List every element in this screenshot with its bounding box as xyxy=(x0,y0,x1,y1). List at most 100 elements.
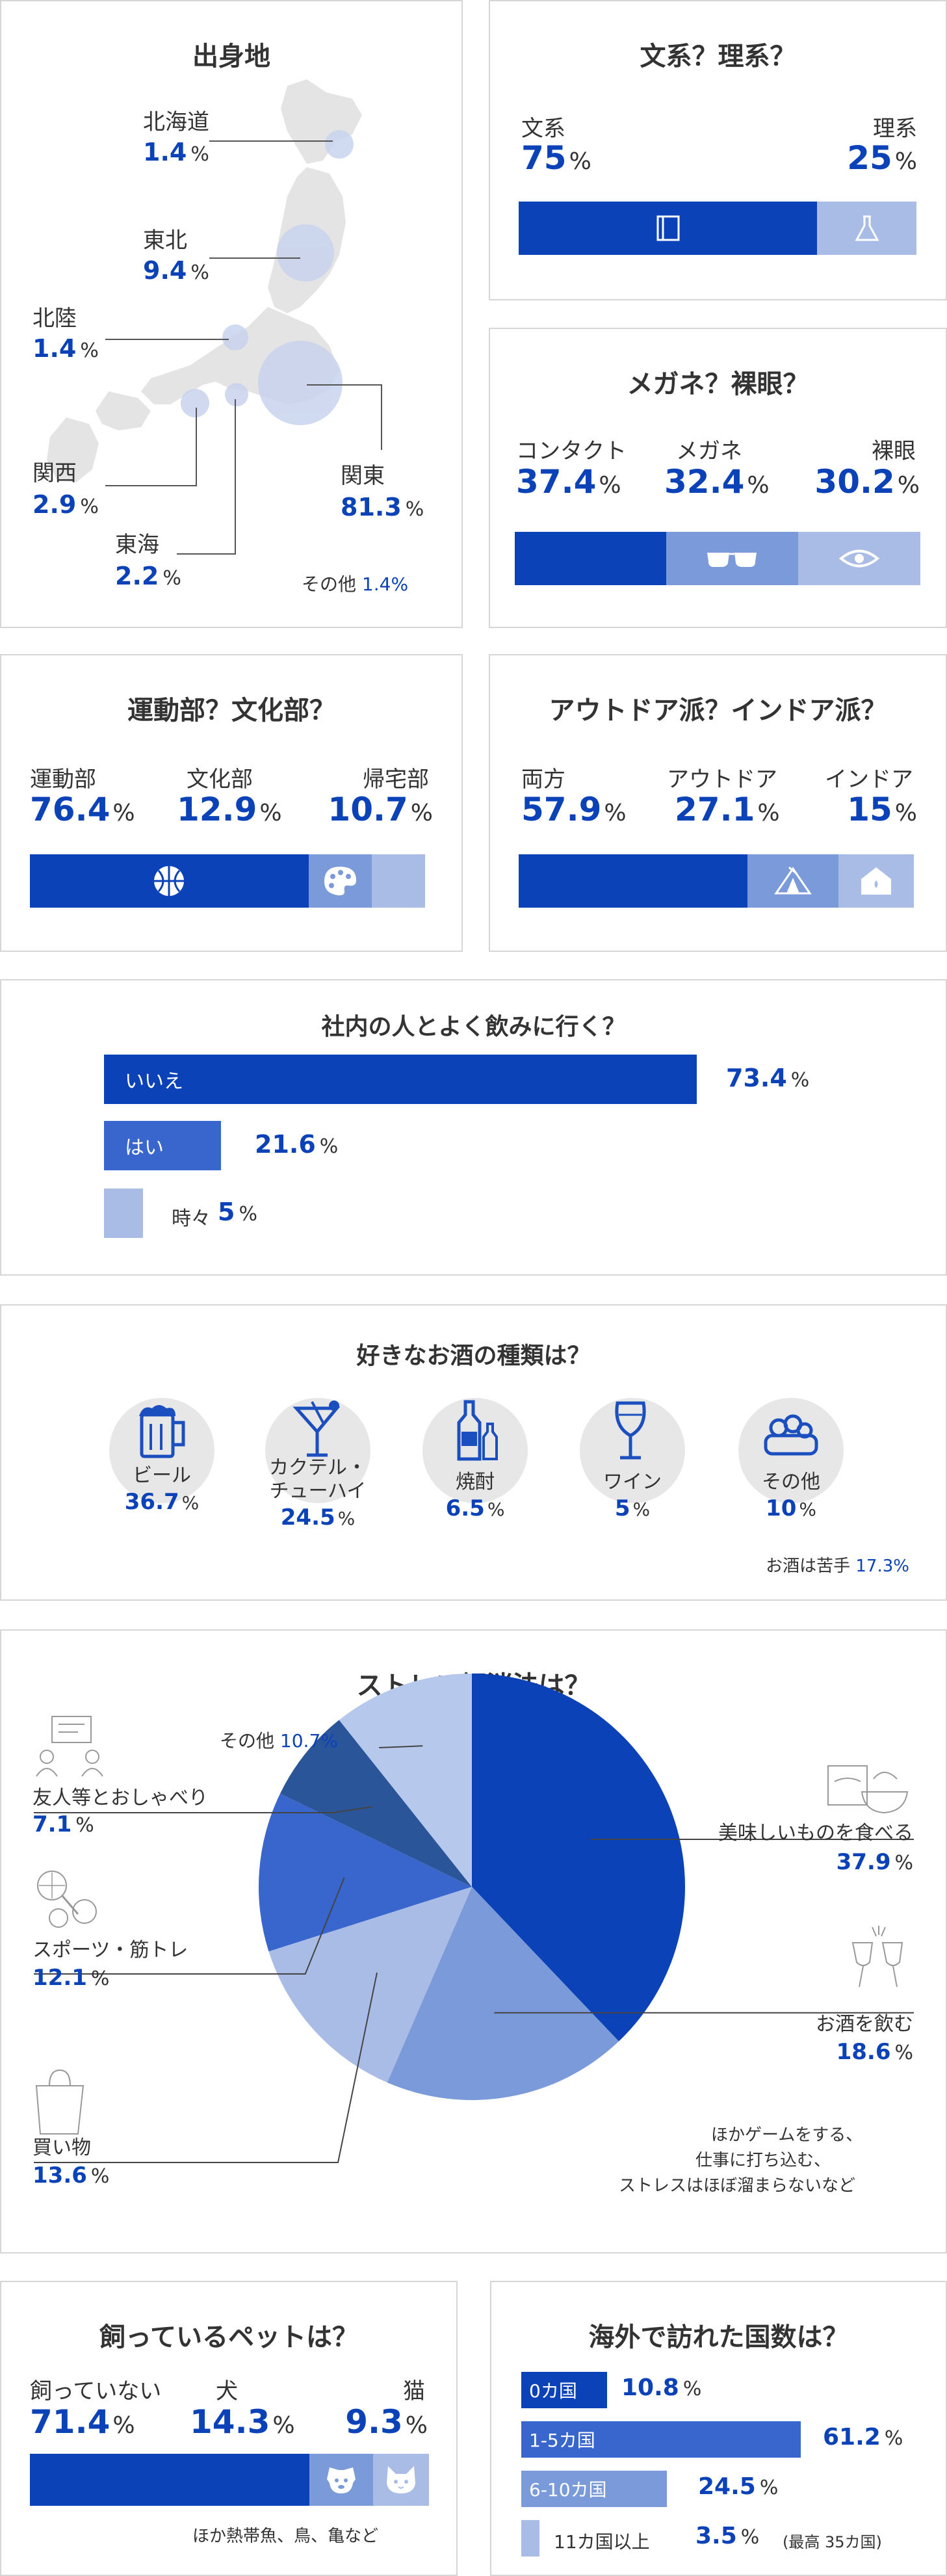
pet-title: 飼っているペットは？ xyxy=(99,2322,358,2352)
origin-title: 出身地 xyxy=(192,42,270,72)
travel-value-6-10: 24.5% xyxy=(698,2473,779,2500)
drink-bar-no: いいえ xyxy=(104,1055,697,1104)
origin-value-tokai: 2.2% xyxy=(115,562,181,590)
outdoor-card: アウトドア派？インドア派？ 両方 57.9% アウトドア 27.1% インドア … xyxy=(489,654,947,952)
travel-bar-1-5: 1-5カ国 xyxy=(521,2421,801,2458)
origin-card: 出身地 北海道 1.4% 東北 9.4% 北陸 1.4% 関西 xyxy=(0,0,463,628)
travel-bar-6-10-label: 6-10カ国 xyxy=(529,2479,607,2501)
club-bar xyxy=(30,854,425,908)
glasses-value-megane: 32.4% xyxy=(664,463,770,501)
outdoor-title: アウトドア派？インドア派？ xyxy=(549,696,887,726)
stress-note-3: ストレスはほぼ溜まらないなど xyxy=(619,2176,856,2196)
stress-value-alcohol: 18.6% xyxy=(836,2039,913,2065)
bottle-icon xyxy=(457,1400,498,1461)
bunri-seg-bunkei xyxy=(519,202,817,255)
glasses-card: メガネ？裸眼？ コンタクト 37.4% メガネ 32.4% 裸眼 30.2% xyxy=(489,328,947,628)
cocktail-icon xyxy=(292,1400,341,1457)
drink-bar-no-label: いいえ xyxy=(125,1070,183,1093)
drink-value-sometimes: 5% xyxy=(218,1198,257,1226)
origin-label-kanto: 関東 xyxy=(341,463,385,489)
travel-bar-6-10: 6-10カ国 xyxy=(521,2471,667,2507)
outdoor-label-indoor: インドア xyxy=(825,767,913,793)
glasses-seg-contact xyxy=(515,532,667,585)
pie-slice-food xyxy=(472,1674,685,2042)
stress-label-food: 美味しいものを食べる xyxy=(718,1822,913,1845)
drink-bar-sometimes xyxy=(104,1189,143,1238)
travel-value-11plus: 3.5% xyxy=(695,2523,760,2549)
bunri-left-label: 文系 xyxy=(521,116,565,142)
pet-note: ほか熱帯魚、鳥、亀など xyxy=(192,2527,379,2546)
club-value-culture: 12.9% xyxy=(177,791,282,828)
origin-value-kansai: 2.9% xyxy=(32,490,99,519)
alcohol-label-wine: ワイン xyxy=(603,1471,662,1493)
club-label-culture: 文化部 xyxy=(187,767,253,793)
origin-label-hokuriku: 北陸 xyxy=(32,306,77,332)
alcohol-label-cocktail: カクテル・ チューハイ xyxy=(269,1456,367,1503)
shopping-bag-icon xyxy=(35,2069,84,2135)
bunri-bar xyxy=(519,202,916,255)
pet-seg-dog xyxy=(309,2454,374,2506)
travel-value-0: 10.8% xyxy=(621,2374,702,2401)
alcohol-label-shochu: 焼酎 xyxy=(456,1471,495,1493)
basketball-icon xyxy=(154,866,185,896)
outdoor-value-both: 57.9% xyxy=(521,791,627,828)
drink-card: 社内の人とよく飲みに行く？ いいえ 73.4% はい 21.6% 時々 5% xyxy=(0,979,947,1276)
eye-icon xyxy=(838,549,879,568)
travel-bar-0-label: 0カ国 xyxy=(529,2380,577,2402)
stress-note-2: 仕事に打ち込む、 xyxy=(695,2151,831,2170)
drink-label-sometimes: 時々 xyxy=(172,1207,211,1230)
sports-icon xyxy=(37,1871,97,1928)
food-icon xyxy=(827,1765,909,1814)
outdoor-seg-indoor xyxy=(838,854,914,908)
bunri-seg-rikei xyxy=(817,202,916,255)
glasses-seg-ragan xyxy=(798,532,920,585)
club-card: 運動部？文化部？ 運動部 76.4% 文化部 12.9% 帰宅部 10.7% xyxy=(0,654,463,952)
travel-title: 海外で訪れた国数は？ xyxy=(588,2322,849,2352)
drink-value-yes: 21.6% xyxy=(255,1130,339,1159)
glasses-bar xyxy=(515,532,920,585)
travel-label-11plus: 11カ国以上 xyxy=(554,2531,650,2553)
origin-value-hokuriku: 1.4% xyxy=(32,334,99,363)
travel-card: 海外で訪れた国数は？ 0カ国 10.8% 1-5カ国 61.2% 6-10カ国 … xyxy=(490,2281,947,2576)
origin-other: その他 1.4% xyxy=(302,573,409,595)
travel-note: (最高 35カ国) xyxy=(783,2533,882,2551)
club-title: 運動部？文化部？ xyxy=(127,696,335,726)
alcohol-label-other: その他 xyxy=(762,1471,820,1493)
drink-bar-yes-label: はい xyxy=(125,1137,164,1159)
outdoor-seg-both xyxy=(519,854,748,908)
club-label-sports: 運動部 xyxy=(30,767,96,793)
cat-icon xyxy=(387,2466,415,2493)
glasses-icon xyxy=(707,553,757,567)
outdoor-value-outdoor: 27.1% xyxy=(675,791,780,828)
stress-value-sports: 12.1% xyxy=(32,1965,110,1991)
pet-label-cat: 猫 xyxy=(403,2378,425,2404)
bunri-card: 文系？理系？ 文系 75% 理系 25% xyxy=(489,0,947,300)
travel-bar-0: 0カ国 xyxy=(521,2372,607,2408)
origin-value-tohoku: 9.4% xyxy=(143,256,209,285)
travel-bar-1-5-label: 1-5カ国 xyxy=(529,2430,595,2451)
stress-label-chat: 友人等とおしゃべり xyxy=(32,1787,208,1809)
pet-bar xyxy=(30,2454,429,2506)
pie-slice-other xyxy=(339,1674,472,1887)
outdoor-seg-outdoor xyxy=(747,854,838,908)
drink-title: 社内の人とよく飲みに行く？ xyxy=(321,1014,626,1040)
glasses-value-ragan: 30.2% xyxy=(814,463,920,501)
alcohol-label-beer: ビール xyxy=(133,1464,191,1487)
pet-seg-none xyxy=(30,2454,309,2506)
pie-slice-sports xyxy=(259,1793,472,1952)
club-seg-culture xyxy=(308,854,372,908)
chat-icon xyxy=(36,1716,103,1777)
pie-slice-chat xyxy=(279,1720,472,1887)
pie-slice-alcohol xyxy=(387,1887,619,2100)
bunri-right-label: 理系 xyxy=(873,116,917,142)
stress-note-1: ほかゲームをする、 xyxy=(711,2125,863,2145)
beer-icon xyxy=(139,1405,185,1458)
alcohol-value-beer: 36.7% xyxy=(124,1489,200,1515)
origin-label-hokkaido: 北海道 xyxy=(143,109,209,135)
palette-icon xyxy=(324,867,357,896)
origin-value-hokkaido: 1.4% xyxy=(143,138,209,166)
stress-pie-chart xyxy=(34,1674,914,2163)
stress-label-shopping: 買い物 xyxy=(32,2136,91,2159)
outdoor-bar xyxy=(519,854,914,908)
alcohol-card: 好きなお酒の種類は？ ビール 36.7% カクテル・ チューハイ 24.5% 焼… xyxy=(0,1304,947,1601)
